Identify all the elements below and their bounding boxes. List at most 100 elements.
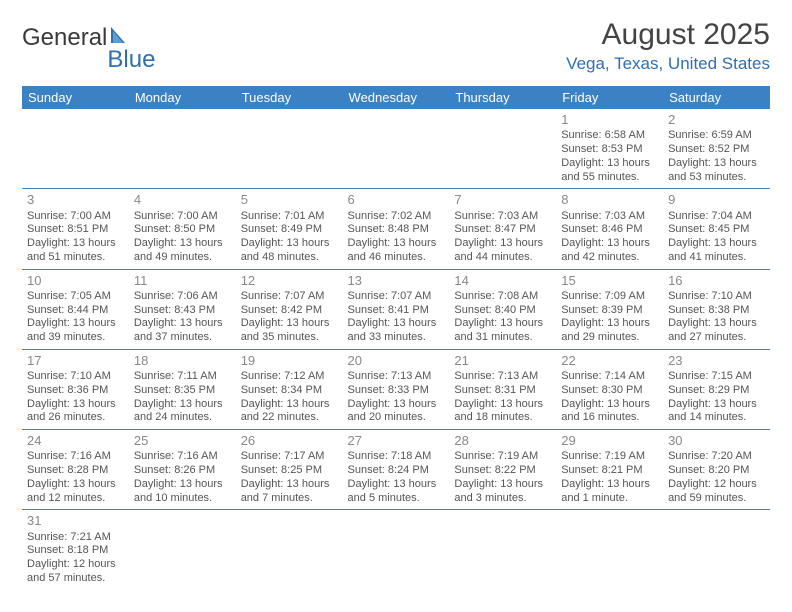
- empty-cell: [343, 510, 450, 590]
- sunrise-text: Sunrise: 7:15 AM: [668, 370, 765, 384]
- calendar-row: 10Sunrise: 7:05 AMSunset: 8:44 PMDayligh…: [22, 269, 770, 349]
- sunset-text: Sunset: 8:38 PM: [668, 304, 765, 318]
- calendar-table: Sunday Monday Tuesday Wednesday Thursday…: [22, 86, 770, 590]
- daylight-text: Daylight: 13 hours: [668, 398, 765, 412]
- sunset-text: Sunset: 8:47 PM: [454, 223, 551, 237]
- daylight-text: and 31 minutes.: [454, 331, 551, 345]
- daylight-text: and 3 minutes.: [454, 492, 551, 506]
- sunrise-text: Sunrise: 7:00 AM: [27, 210, 124, 224]
- col-mon: Monday: [129, 86, 236, 109]
- sunset-text: Sunset: 8:41 PM: [348, 304, 445, 318]
- title-block: August 2025 Vega, Texas, United States: [566, 18, 770, 74]
- day-cell: 7Sunrise: 7:03 AMSunset: 8:47 PMDaylight…: [449, 189, 556, 269]
- day-cell: 27Sunrise: 7:18 AMSunset: 8:24 PMDayligh…: [343, 430, 450, 510]
- empty-cell: [129, 109, 236, 189]
- calendar-row: 1Sunrise: 6:58 AMSunset: 8:53 PMDaylight…: [22, 109, 770, 189]
- sunset-text: Sunset: 8:29 PM: [668, 384, 765, 398]
- sunrise-text: Sunrise: 7:07 AM: [241, 290, 338, 304]
- daylight-text: Daylight: 13 hours: [454, 237, 551, 251]
- sunrise-text: Sunrise: 7:01 AM: [241, 210, 338, 224]
- day-cell: 28Sunrise: 7:19 AMSunset: 8:22 PMDayligh…: [449, 430, 556, 510]
- daylight-text: Daylight: 13 hours: [134, 317, 231, 331]
- daylight-text: Daylight: 13 hours: [668, 317, 765, 331]
- daylight-text: Daylight: 13 hours: [454, 398, 551, 412]
- empty-cell: [449, 109, 556, 189]
- day-number: 14: [454, 273, 551, 289]
- daylight-text: Daylight: 13 hours: [241, 398, 338, 412]
- empty-cell: [236, 109, 343, 189]
- day-cell: 29Sunrise: 7:19 AMSunset: 8:21 PMDayligh…: [556, 430, 663, 510]
- col-sun: Sunday: [22, 86, 129, 109]
- sunset-text: Sunset: 8:53 PM: [561, 143, 658, 157]
- col-sat: Saturday: [663, 86, 770, 109]
- day-number: 23: [668, 353, 765, 369]
- day-number: 5: [241, 192, 338, 208]
- day-cell: 25Sunrise: 7:16 AMSunset: 8:26 PMDayligh…: [129, 430, 236, 510]
- calendar-row: 31Sunrise: 7:21 AMSunset: 8:18 PMDayligh…: [22, 510, 770, 590]
- sunrise-text: Sunrise: 7:12 AM: [241, 370, 338, 384]
- daylight-text: and 20 minutes.: [348, 411, 445, 425]
- day-number: 29: [561, 433, 658, 449]
- daylight-text: Daylight: 12 hours: [27, 558, 124, 572]
- day-number: 3: [27, 192, 124, 208]
- brand-part2-wrap: GeneralBlue: [22, 46, 155, 74]
- sunrise-text: Sunrise: 7:21 AM: [27, 531, 124, 545]
- daylight-text: Daylight: 13 hours: [668, 237, 765, 251]
- sunrise-text: Sunrise: 7:09 AM: [561, 290, 658, 304]
- sunrise-text: Sunrise: 6:59 AM: [668, 129, 765, 143]
- day-cell: 30Sunrise: 7:20 AMSunset: 8:20 PMDayligh…: [663, 430, 770, 510]
- daylight-text: and 27 minutes.: [668, 331, 765, 345]
- daylight-text: and 5 minutes.: [348, 492, 445, 506]
- sunset-text: Sunset: 8:28 PM: [27, 464, 124, 478]
- daylight-text: and 44 minutes.: [454, 251, 551, 265]
- day-cell: 12Sunrise: 7:07 AMSunset: 8:42 PMDayligh…: [236, 269, 343, 349]
- sunset-text: Sunset: 8:51 PM: [27, 223, 124, 237]
- daylight-text: and 53 minutes.: [668, 171, 765, 185]
- sunrise-text: Sunrise: 7:18 AM: [348, 450, 445, 464]
- daylight-text: and 35 minutes.: [241, 331, 338, 345]
- daylight-text: Daylight: 13 hours: [241, 237, 338, 251]
- sunset-text: Sunset: 8:50 PM: [134, 223, 231, 237]
- day-header-row: Sunday Monday Tuesday Wednesday Thursday…: [22, 86, 770, 109]
- sunset-text: Sunset: 8:26 PM: [134, 464, 231, 478]
- empty-cell: [343, 109, 450, 189]
- day-cell: 8Sunrise: 7:03 AMSunset: 8:46 PMDaylight…: [556, 189, 663, 269]
- day-cell: 31Sunrise: 7:21 AMSunset: 8:18 PMDayligh…: [22, 510, 129, 590]
- daylight-text: Daylight: 13 hours: [27, 317, 124, 331]
- sunrise-text: Sunrise: 7:05 AM: [27, 290, 124, 304]
- daylight-text: Daylight: 13 hours: [561, 398, 658, 412]
- day-cell: 24Sunrise: 7:16 AMSunset: 8:28 PMDayligh…: [22, 430, 129, 510]
- col-tue: Tuesday: [236, 86, 343, 109]
- sunset-text: Sunset: 8:48 PM: [348, 223, 445, 237]
- day-cell: 4Sunrise: 7:00 AMSunset: 8:50 PMDaylight…: [129, 189, 236, 269]
- sunset-text: Sunset: 8:39 PM: [561, 304, 658, 318]
- daylight-text: and 18 minutes.: [454, 411, 551, 425]
- daylight-text: Daylight: 12 hours: [668, 478, 765, 492]
- daylight-text: and 1 minute.: [561, 492, 658, 506]
- sunrise-text: Sunrise: 7:11 AM: [134, 370, 231, 384]
- sunset-text: Sunset: 8:18 PM: [27, 544, 124, 558]
- sunset-text: Sunset: 8:35 PM: [134, 384, 231, 398]
- sunset-text: Sunset: 8:52 PM: [668, 143, 765, 157]
- sunset-text: Sunset: 8:40 PM: [454, 304, 551, 318]
- day-number: 21: [454, 353, 551, 369]
- sunset-text: Sunset: 8:25 PM: [241, 464, 338, 478]
- sunrise-text: Sunrise: 7:16 AM: [27, 450, 124, 464]
- sunset-text: Sunset: 8:24 PM: [348, 464, 445, 478]
- day-number: 9: [668, 192, 765, 208]
- sunset-text: Sunset: 8:36 PM: [27, 384, 124, 398]
- daylight-text: Daylight: 13 hours: [348, 317, 445, 331]
- col-thu: Thursday: [449, 86, 556, 109]
- daylight-text: and 59 minutes.: [668, 492, 765, 506]
- day-number: 27: [348, 433, 445, 449]
- sunset-text: Sunset: 8:20 PM: [668, 464, 765, 478]
- sunset-text: Sunset: 8:33 PM: [348, 384, 445, 398]
- sunrise-text: Sunrise: 7:20 AM: [668, 450, 765, 464]
- sunrise-text: Sunrise: 7:07 AM: [348, 290, 445, 304]
- day-number: 4: [134, 192, 231, 208]
- day-number: 30: [668, 433, 765, 449]
- day-cell: 18Sunrise: 7:11 AMSunset: 8:35 PMDayligh…: [129, 349, 236, 429]
- daylight-text: and 48 minutes.: [241, 251, 338, 265]
- sunrise-text: Sunrise: 7:14 AM: [561, 370, 658, 384]
- day-number: 15: [561, 273, 658, 289]
